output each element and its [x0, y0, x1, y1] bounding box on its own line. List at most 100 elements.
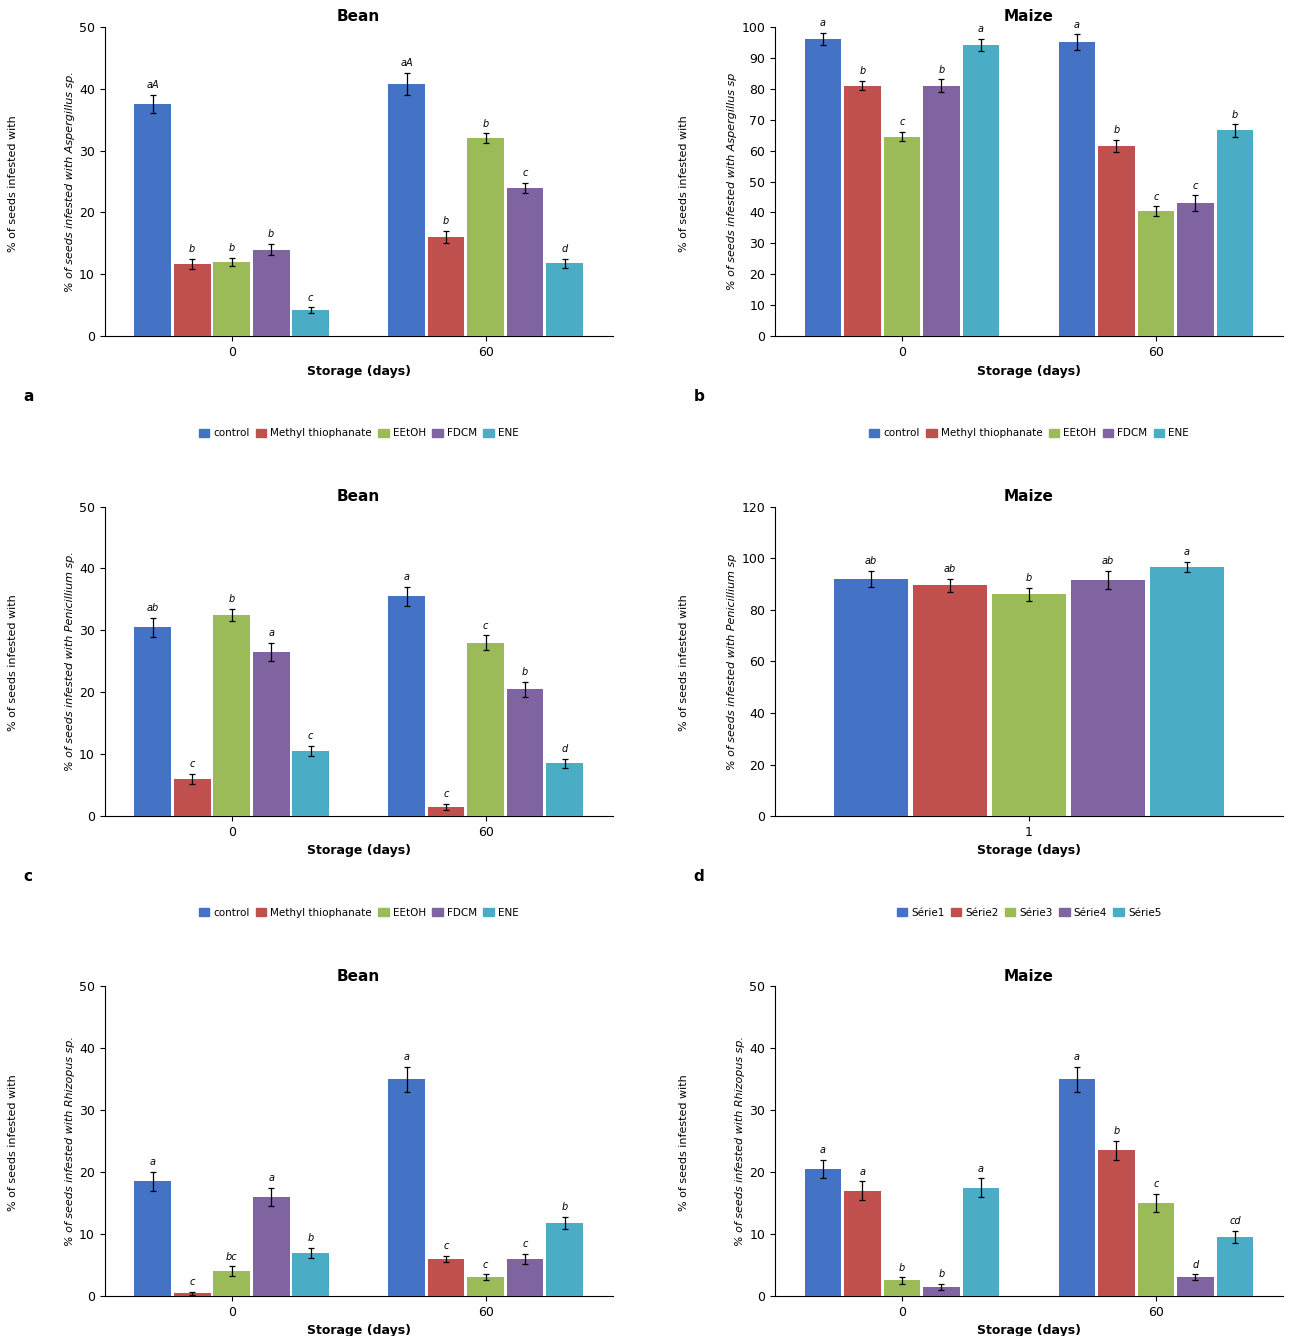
X-axis label: Storage (days): Storage (days) [306, 1324, 411, 1336]
Text: aA: aA [401, 57, 412, 68]
Text: ab: ab [1102, 556, 1114, 566]
Bar [507, 187, 543, 337]
Y-axis label: % of seeds infested with Penicillium sp.: % of seeds infested with Penicillium sp. [65, 552, 75, 771]
Bar [992, 595, 1066, 816]
Bar [1138, 1202, 1174, 1296]
Text: b: b [939, 64, 945, 75]
Bar [546, 763, 583, 816]
Bar [1138, 211, 1174, 337]
Text: % of seeds infested with: % of seeds infested with [8, 592, 18, 731]
Bar [467, 1277, 504, 1296]
Text: a: a [403, 572, 410, 582]
Text: ab: ab [865, 556, 877, 566]
Text: b: b [229, 595, 234, 604]
Text: d: d [694, 868, 704, 883]
Text: a: a [978, 1164, 984, 1173]
Bar [135, 1181, 171, 1296]
Text: a: a [978, 24, 984, 35]
Bar [962, 1188, 999, 1296]
Text: a: a [268, 628, 274, 639]
Text: c: c [308, 293, 313, 302]
Text: a: a [819, 19, 826, 28]
Text: c: c [483, 621, 488, 631]
Text: a: a [819, 1145, 826, 1156]
Bar [914, 585, 987, 816]
Text: d: d [1192, 1260, 1199, 1269]
Bar [884, 1280, 920, 1296]
Text: a: a [1183, 548, 1190, 557]
Bar [428, 1259, 465, 1296]
Text: c: c [522, 168, 528, 178]
Text: c: c [190, 759, 195, 770]
Title: Maize: Maize [1004, 969, 1054, 983]
Bar [428, 238, 465, 337]
Text: c: c [483, 1260, 488, 1269]
Text: c: c [190, 1277, 195, 1287]
Title: Bean: Bean [336, 489, 380, 504]
Text: b: b [522, 667, 529, 677]
Text: b: b [268, 230, 275, 239]
Text: c: c [899, 118, 905, 127]
Title: Maize: Maize [1004, 9, 1054, 24]
Y-axis label: % of seeds infested with Penicillium sp: % of seeds infested with Penicillium sp [728, 553, 737, 770]
X-axis label: Storage (days): Storage (days) [977, 844, 1081, 858]
Text: b: b [229, 243, 234, 253]
Text: ab: ab [944, 564, 956, 574]
Text: b: b [939, 1269, 945, 1279]
Bar [467, 643, 504, 816]
Text: b: b [1232, 110, 1238, 120]
Bar [834, 578, 907, 816]
Bar [1059, 1079, 1096, 1296]
Bar [805, 39, 842, 337]
X-axis label: Storage (days): Storage (days) [306, 844, 411, 858]
Text: b: b [859, 67, 865, 76]
Bar [507, 1259, 543, 1296]
Text: c: c [24, 868, 33, 883]
Text: b: b [188, 244, 195, 254]
Bar [213, 615, 250, 816]
Text: b: b [694, 389, 704, 403]
Bar [135, 628, 171, 816]
Text: ab: ab [147, 604, 158, 613]
Title: Bean: Bean [336, 9, 380, 24]
Bar [213, 1271, 250, 1296]
Bar [389, 1079, 425, 1296]
Bar [253, 652, 289, 816]
Text: b: b [562, 1202, 568, 1212]
Text: cd: cd [1229, 1216, 1241, 1226]
Bar [1216, 1237, 1253, 1296]
Bar [253, 250, 289, 337]
Bar [467, 138, 504, 337]
Bar [844, 1190, 881, 1296]
Bar [1151, 568, 1224, 816]
Text: a: a [403, 1053, 410, 1062]
Bar [253, 1197, 289, 1296]
Text: c: c [444, 1241, 449, 1250]
Bar [292, 751, 329, 816]
Text: bc: bc [226, 1252, 237, 1261]
Text: a: a [1073, 1053, 1080, 1062]
Text: % of seeds infested with: % of seeds infested with [8, 1071, 18, 1212]
Legend: control, Methyl thiophanate, EEtOH, FDCM, ENE: control, Methyl thiophanate, EEtOH, FDCM… [869, 428, 1189, 438]
Bar [546, 1222, 583, 1296]
X-axis label: Storage (days): Storage (days) [306, 365, 411, 378]
Bar [546, 263, 583, 337]
Bar [1177, 203, 1213, 337]
Text: b: b [899, 1263, 905, 1273]
Bar [884, 136, 920, 337]
Text: b: b [1026, 573, 1031, 582]
Bar [844, 86, 881, 337]
X-axis label: Storage (days): Storage (days) [977, 365, 1081, 378]
Bar [174, 779, 211, 816]
Text: a: a [268, 1173, 274, 1182]
Bar [174, 263, 211, 337]
Text: c: c [1153, 1180, 1158, 1189]
Text: aA: aA [147, 80, 158, 91]
Text: b: b [308, 1233, 314, 1242]
Bar [962, 45, 999, 337]
Bar [507, 689, 543, 816]
X-axis label: Storage (days): Storage (days) [977, 1324, 1081, 1336]
Bar [1216, 131, 1253, 337]
Text: % of seeds infested with: % of seeds infested with [678, 592, 689, 731]
Text: a: a [149, 1157, 156, 1168]
